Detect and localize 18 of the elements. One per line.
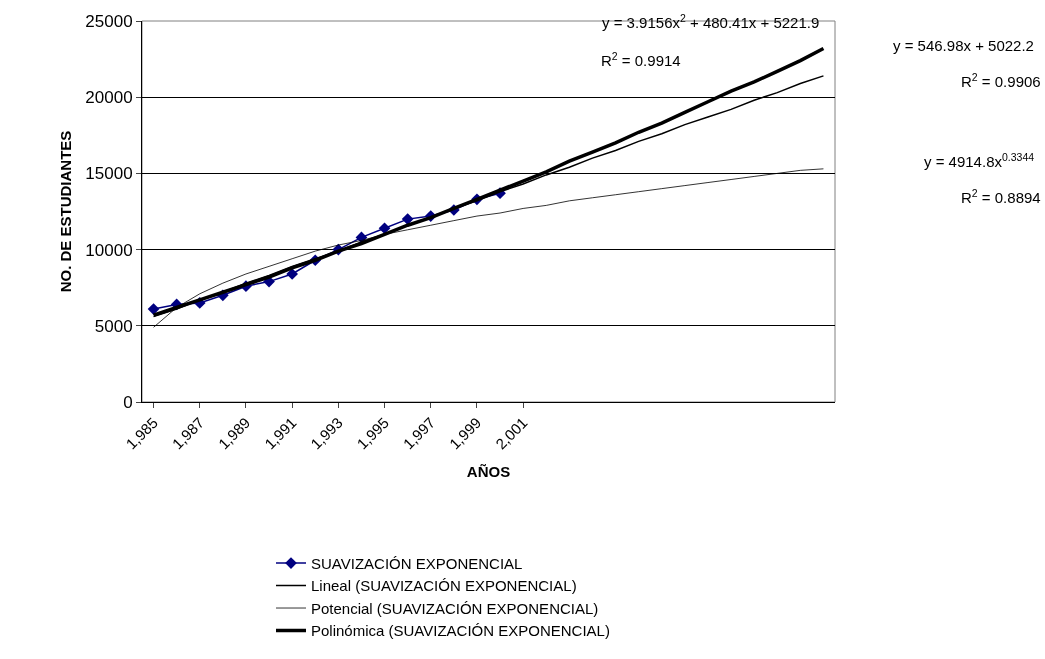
text: y = 4914.8x$^{0.3344}$ — [924, 151, 1035, 171]
legend-label: Lineal (SUAVIZACIÓN EXPONENCIAL) — [311, 577, 577, 595]
y-tick-label: 15000 — [85, 164, 133, 184]
y-axis-title: NO. DE ESTUDIANTES — [56, 130, 74, 293]
y-tick-label: 20000 — [85, 88, 133, 108]
annotation: y = 3.9156x$^{2}$ + 480.41x + 5221.9 — [602, 12, 820, 32]
y-tick-label: 25000 — [85, 11, 133, 31]
annotation: R$^{2}$ = 0.9914 — [601, 50, 681, 70]
legend-label: Polinómica (SUAVIZACIÓN EXPONENCIAL) — [311, 622, 610, 640]
y-tick-label: 0 — [123, 392, 133, 412]
legend-label: Potencial (SUAVIZACIÓN EXPONENCIAL) — [311, 599, 599, 617]
legend-label: SUAVIZACIÓN EXPONENCIAL — [311, 554, 523, 572]
text: R$^{2}$ = 0.9906 — [961, 71, 1041, 91]
text: R$^{2}$ = 0.8894 — [961, 187, 1041, 207]
y-tick-label: 5000 — [94, 316, 133, 336]
x-axis-title: AÑOS — [466, 463, 511, 481]
text: y = 546.98x + 5022.2 — [893, 37, 1034, 54]
y-tick-label: 10000 — [85, 240, 133, 260]
